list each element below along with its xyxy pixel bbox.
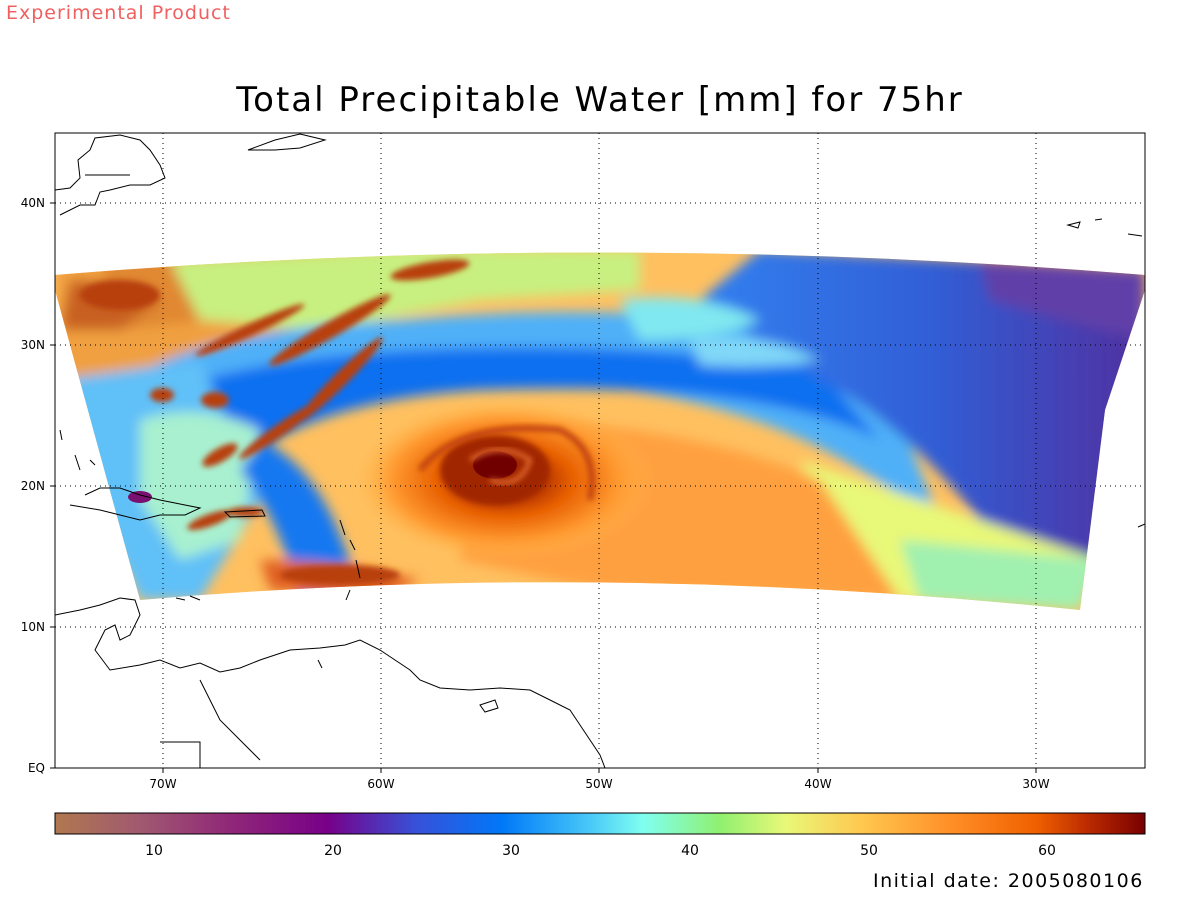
colorbar bbox=[54, 812, 1146, 835]
lon-label-60w: 60W bbox=[367, 777, 395, 791]
lat-label-30n: 30N bbox=[20, 338, 45, 352]
lat-label-20n: 20N bbox=[20, 479, 45, 493]
colorbar-tick-20: 20 bbox=[324, 843, 342, 859]
lon-label-50w: 50W bbox=[585, 777, 613, 791]
lat-label-40n: 40N bbox=[20, 196, 45, 210]
lon-label-40w: 40W bbox=[804, 777, 832, 791]
map-frame bbox=[54, 132, 1146, 769]
colorbar-tick-50: 50 bbox=[860, 843, 878, 859]
colorbar-tick-60: 60 bbox=[1038, 843, 1056, 859]
lat-label-eq: EQ bbox=[27, 761, 45, 775]
colorbar-tick-30: 30 bbox=[502, 843, 520, 859]
colorbar-tick-10: 10 bbox=[145, 843, 163, 859]
coastlines bbox=[55, 133, 1145, 768]
lon-label-30w: 30W bbox=[1022, 777, 1050, 791]
map-title: Total Precipitable Water [mm] for 75hr bbox=[236, 80, 964, 120]
lat-label-10n: 10N bbox=[20, 620, 45, 634]
precipitable-water-field bbox=[55, 252, 1145, 610]
lon-label-70w: 70W bbox=[149, 777, 177, 791]
colorbar-tick-40: 40 bbox=[681, 843, 699, 859]
experimental-product-label: Experimental Product bbox=[6, 2, 231, 24]
initial-date: Initial date: 2005080106 bbox=[873, 870, 1144, 892]
graticule bbox=[55, 133, 1145, 768]
